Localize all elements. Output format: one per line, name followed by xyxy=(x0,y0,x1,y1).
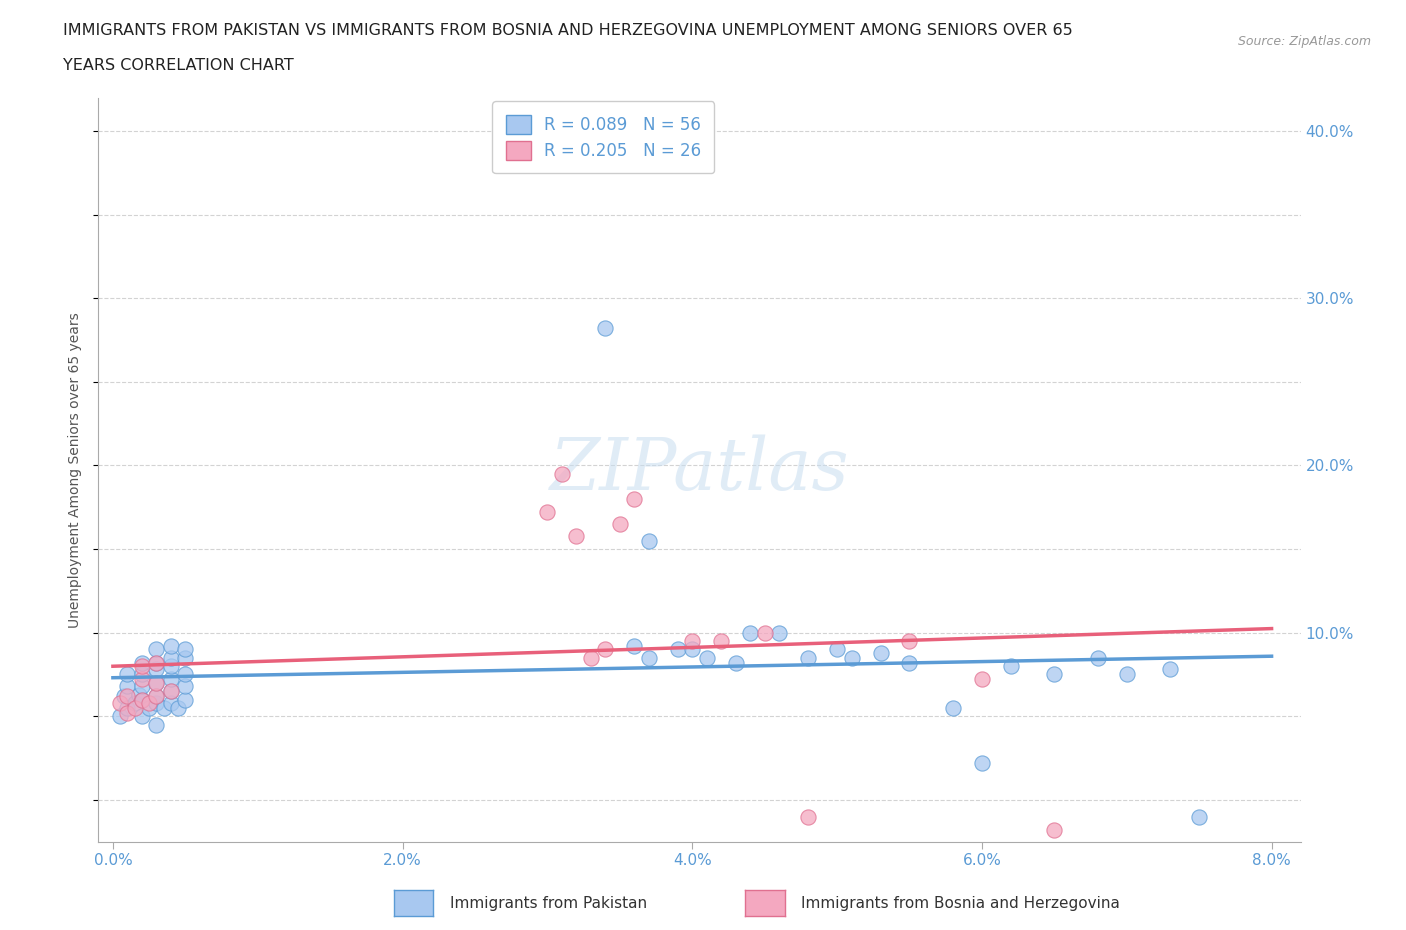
Point xyxy=(797,809,820,824)
Point xyxy=(1115,667,1137,682)
Point xyxy=(117,667,139,682)
Point xyxy=(174,679,197,694)
Point xyxy=(174,692,197,707)
Point xyxy=(131,679,153,694)
Point xyxy=(124,696,146,711)
Point xyxy=(768,625,790,640)
Point xyxy=(1043,822,1066,837)
Point xyxy=(565,528,588,543)
Legend: R = 0.089   N = 56, R = 0.205   N = 26: R = 0.089 N = 56, R = 0.205 N = 26 xyxy=(492,101,714,173)
Point xyxy=(724,656,747,671)
Point xyxy=(551,466,574,481)
Point xyxy=(869,645,891,660)
Text: Immigrants from Bosnia and Herzegovina: Immigrants from Bosnia and Herzegovina xyxy=(801,897,1121,911)
Point xyxy=(681,642,703,657)
Point xyxy=(825,642,848,657)
Point xyxy=(579,650,602,665)
Point xyxy=(145,717,167,732)
Point xyxy=(152,700,174,715)
Point xyxy=(970,756,993,771)
Point xyxy=(131,692,153,707)
Point xyxy=(128,687,150,702)
Y-axis label: Unemployment Among Seniors over 65 years: Unemployment Among Seniors over 65 years xyxy=(69,312,83,628)
Point xyxy=(1000,658,1022,673)
Point xyxy=(138,696,160,711)
Point xyxy=(754,625,776,640)
Point xyxy=(145,656,167,671)
Point xyxy=(145,662,167,677)
Point xyxy=(797,650,820,665)
Point xyxy=(117,689,139,704)
Point xyxy=(145,675,167,690)
Point xyxy=(595,642,617,657)
Point xyxy=(160,684,183,698)
Point xyxy=(1188,809,1211,824)
Point xyxy=(131,692,153,707)
Point xyxy=(623,639,645,654)
Point xyxy=(145,642,167,657)
Point xyxy=(138,700,160,715)
Point xyxy=(117,679,139,694)
Point xyxy=(160,639,183,654)
Point xyxy=(174,667,197,682)
Point xyxy=(167,700,190,715)
Point xyxy=(160,658,183,673)
Point xyxy=(117,700,139,715)
Point xyxy=(114,689,136,704)
Point xyxy=(131,667,153,682)
Point xyxy=(131,658,153,673)
Point xyxy=(160,672,183,687)
Point xyxy=(131,672,153,687)
Point xyxy=(160,696,183,711)
Point xyxy=(1043,667,1066,682)
Point xyxy=(681,633,703,648)
Point xyxy=(710,633,733,648)
Text: IMMIGRANTS FROM PAKISTAN VS IMMIGRANTS FROM BOSNIA AND HERZEGOVINA UNEMPLOYMENT : IMMIGRANTS FROM PAKISTAN VS IMMIGRANTS F… xyxy=(63,23,1073,38)
Point xyxy=(609,516,631,531)
Point xyxy=(637,533,659,548)
Point xyxy=(108,709,131,724)
Text: ZIPatlas: ZIPatlas xyxy=(550,434,849,505)
Text: Immigrants from Pakistan: Immigrants from Pakistan xyxy=(450,897,647,911)
Point xyxy=(898,656,921,671)
Text: Source: ZipAtlas.com: Source: ZipAtlas.com xyxy=(1237,35,1371,48)
Point xyxy=(174,642,197,657)
Point xyxy=(666,642,689,657)
Point xyxy=(623,491,645,506)
Point xyxy=(1159,662,1181,677)
Point xyxy=(108,696,131,711)
Point xyxy=(942,700,965,715)
Point xyxy=(536,505,558,520)
Point xyxy=(160,650,183,665)
Point xyxy=(898,633,921,648)
Point xyxy=(696,650,718,665)
Point xyxy=(131,656,153,671)
Point xyxy=(740,625,762,640)
Point xyxy=(841,650,863,665)
Point xyxy=(637,650,659,665)
Point xyxy=(145,696,167,711)
Point xyxy=(145,689,167,704)
Point xyxy=(160,684,183,698)
Point xyxy=(124,700,146,715)
Point xyxy=(1087,650,1109,665)
Point xyxy=(174,650,197,665)
Point xyxy=(117,706,139,721)
Point xyxy=(970,672,993,687)
Point xyxy=(131,709,153,724)
Point xyxy=(145,675,167,690)
Point xyxy=(595,321,617,336)
Point xyxy=(145,656,167,671)
Text: YEARS CORRELATION CHART: YEARS CORRELATION CHART xyxy=(63,58,294,73)
Point xyxy=(145,689,167,704)
